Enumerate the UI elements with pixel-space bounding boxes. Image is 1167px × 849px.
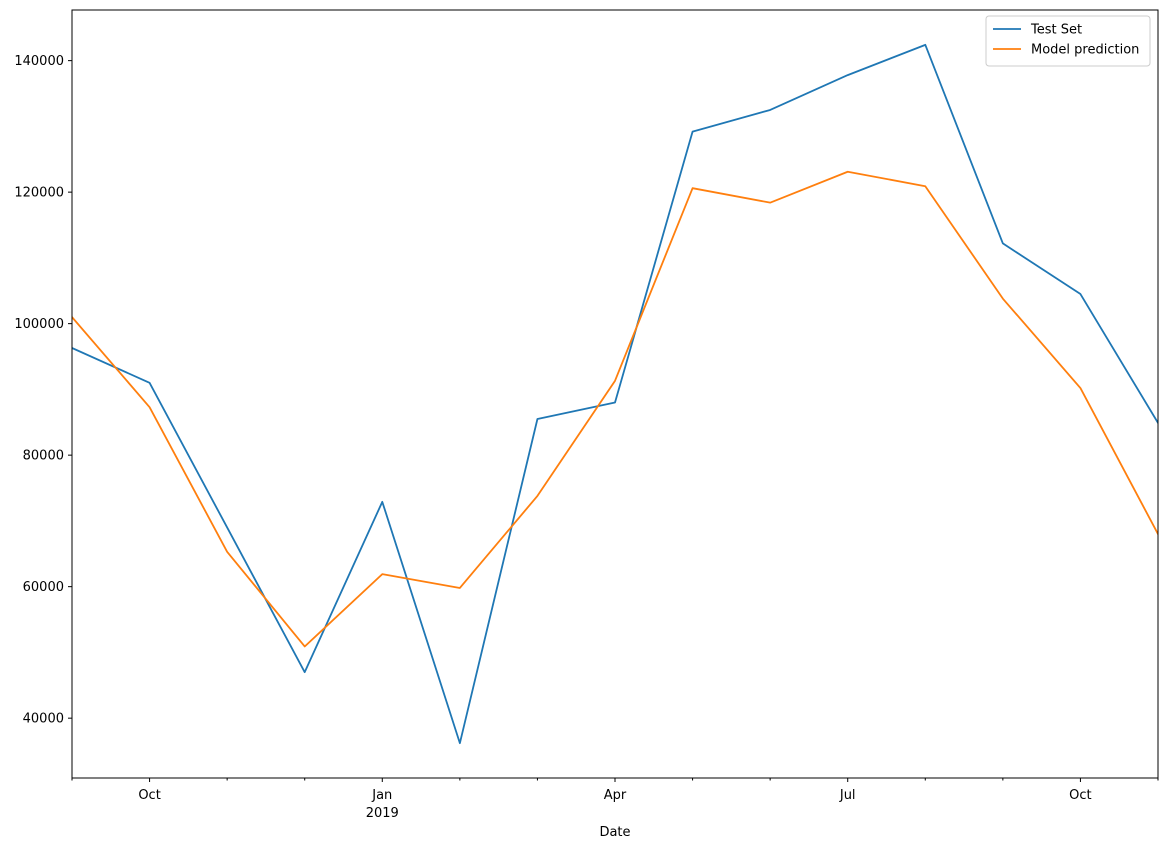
y-tick-label: 140000 xyxy=(14,54,64,69)
legend: Test Set Model prediction xyxy=(985,15,1151,67)
x-tick-label: Jan xyxy=(371,788,392,803)
x-tick-label: Jul xyxy=(839,788,856,803)
series-layer xyxy=(72,43,1158,745)
legend-box xyxy=(985,15,1151,67)
axes-layer: 40000 60000 80000 100000 120000 140000 Oct Jan 2… xyxy=(14,9,1159,821)
y-tick-label: 80000 xyxy=(23,449,64,464)
x-tick-label: Oct xyxy=(138,788,160,803)
y-tick-label: 60000 xyxy=(23,580,64,595)
series-line-1 xyxy=(72,170,1158,648)
x-axis-label: Date xyxy=(599,825,630,840)
y-tick-label: 40000 xyxy=(23,712,64,727)
x-tick-sublabel: 2019 xyxy=(366,806,399,821)
x-tick-label: Apr xyxy=(604,788,627,803)
y-tick-label: 120000 xyxy=(14,186,64,201)
legend-entry-0: Test Set xyxy=(1030,23,1082,38)
x-tick-label: Oct xyxy=(1069,788,1091,803)
legend-entry-1: Model prediction xyxy=(1031,43,1139,58)
series-line-0 xyxy=(72,43,1158,745)
y-tick-label: 100000 xyxy=(14,317,64,332)
